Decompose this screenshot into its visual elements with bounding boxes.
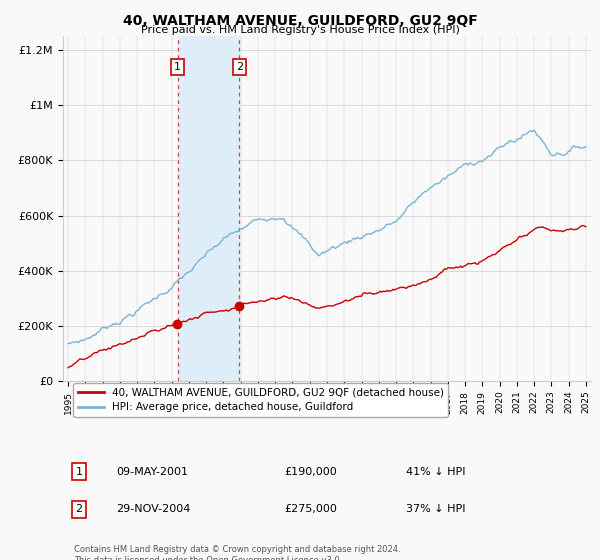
Text: £190,000: £190,000: [285, 467, 338, 477]
Bar: [178, 36, 239, 381]
Text: 37% ↓ HPI: 37% ↓ HPI: [406, 505, 466, 515]
Legend: 40, WALTHAM AVENUE, GUILDFORD, GU2 9QF (detached house), HPI: Average price, det: 40, WALTHAM AVENUE, GUILDFORD, GU2 9QF (…: [73, 383, 448, 417]
Text: 1: 1: [76, 467, 82, 477]
Text: 09-MAY-2001: 09-MAY-2001: [116, 467, 188, 477]
Text: 1: 1: [174, 62, 181, 72]
Text: Price paid vs. HM Land Registry's House Price Index (HPI): Price paid vs. HM Land Registry's House …: [140, 25, 460, 35]
Text: 29-NOV-2004: 29-NOV-2004: [116, 505, 190, 515]
Text: £275,000: £275,000: [285, 505, 338, 515]
Text: 41% ↓ HPI: 41% ↓ HPI: [406, 467, 466, 477]
Text: 40, WALTHAM AVENUE, GUILDFORD, GU2 9QF: 40, WALTHAM AVENUE, GUILDFORD, GU2 9QF: [122, 14, 478, 28]
Text: 2: 2: [75, 505, 82, 515]
Text: 2: 2: [236, 62, 243, 72]
Text: Contains HM Land Registry data © Crown copyright and database right 2024.
This d: Contains HM Land Registry data © Crown c…: [74, 545, 400, 560]
